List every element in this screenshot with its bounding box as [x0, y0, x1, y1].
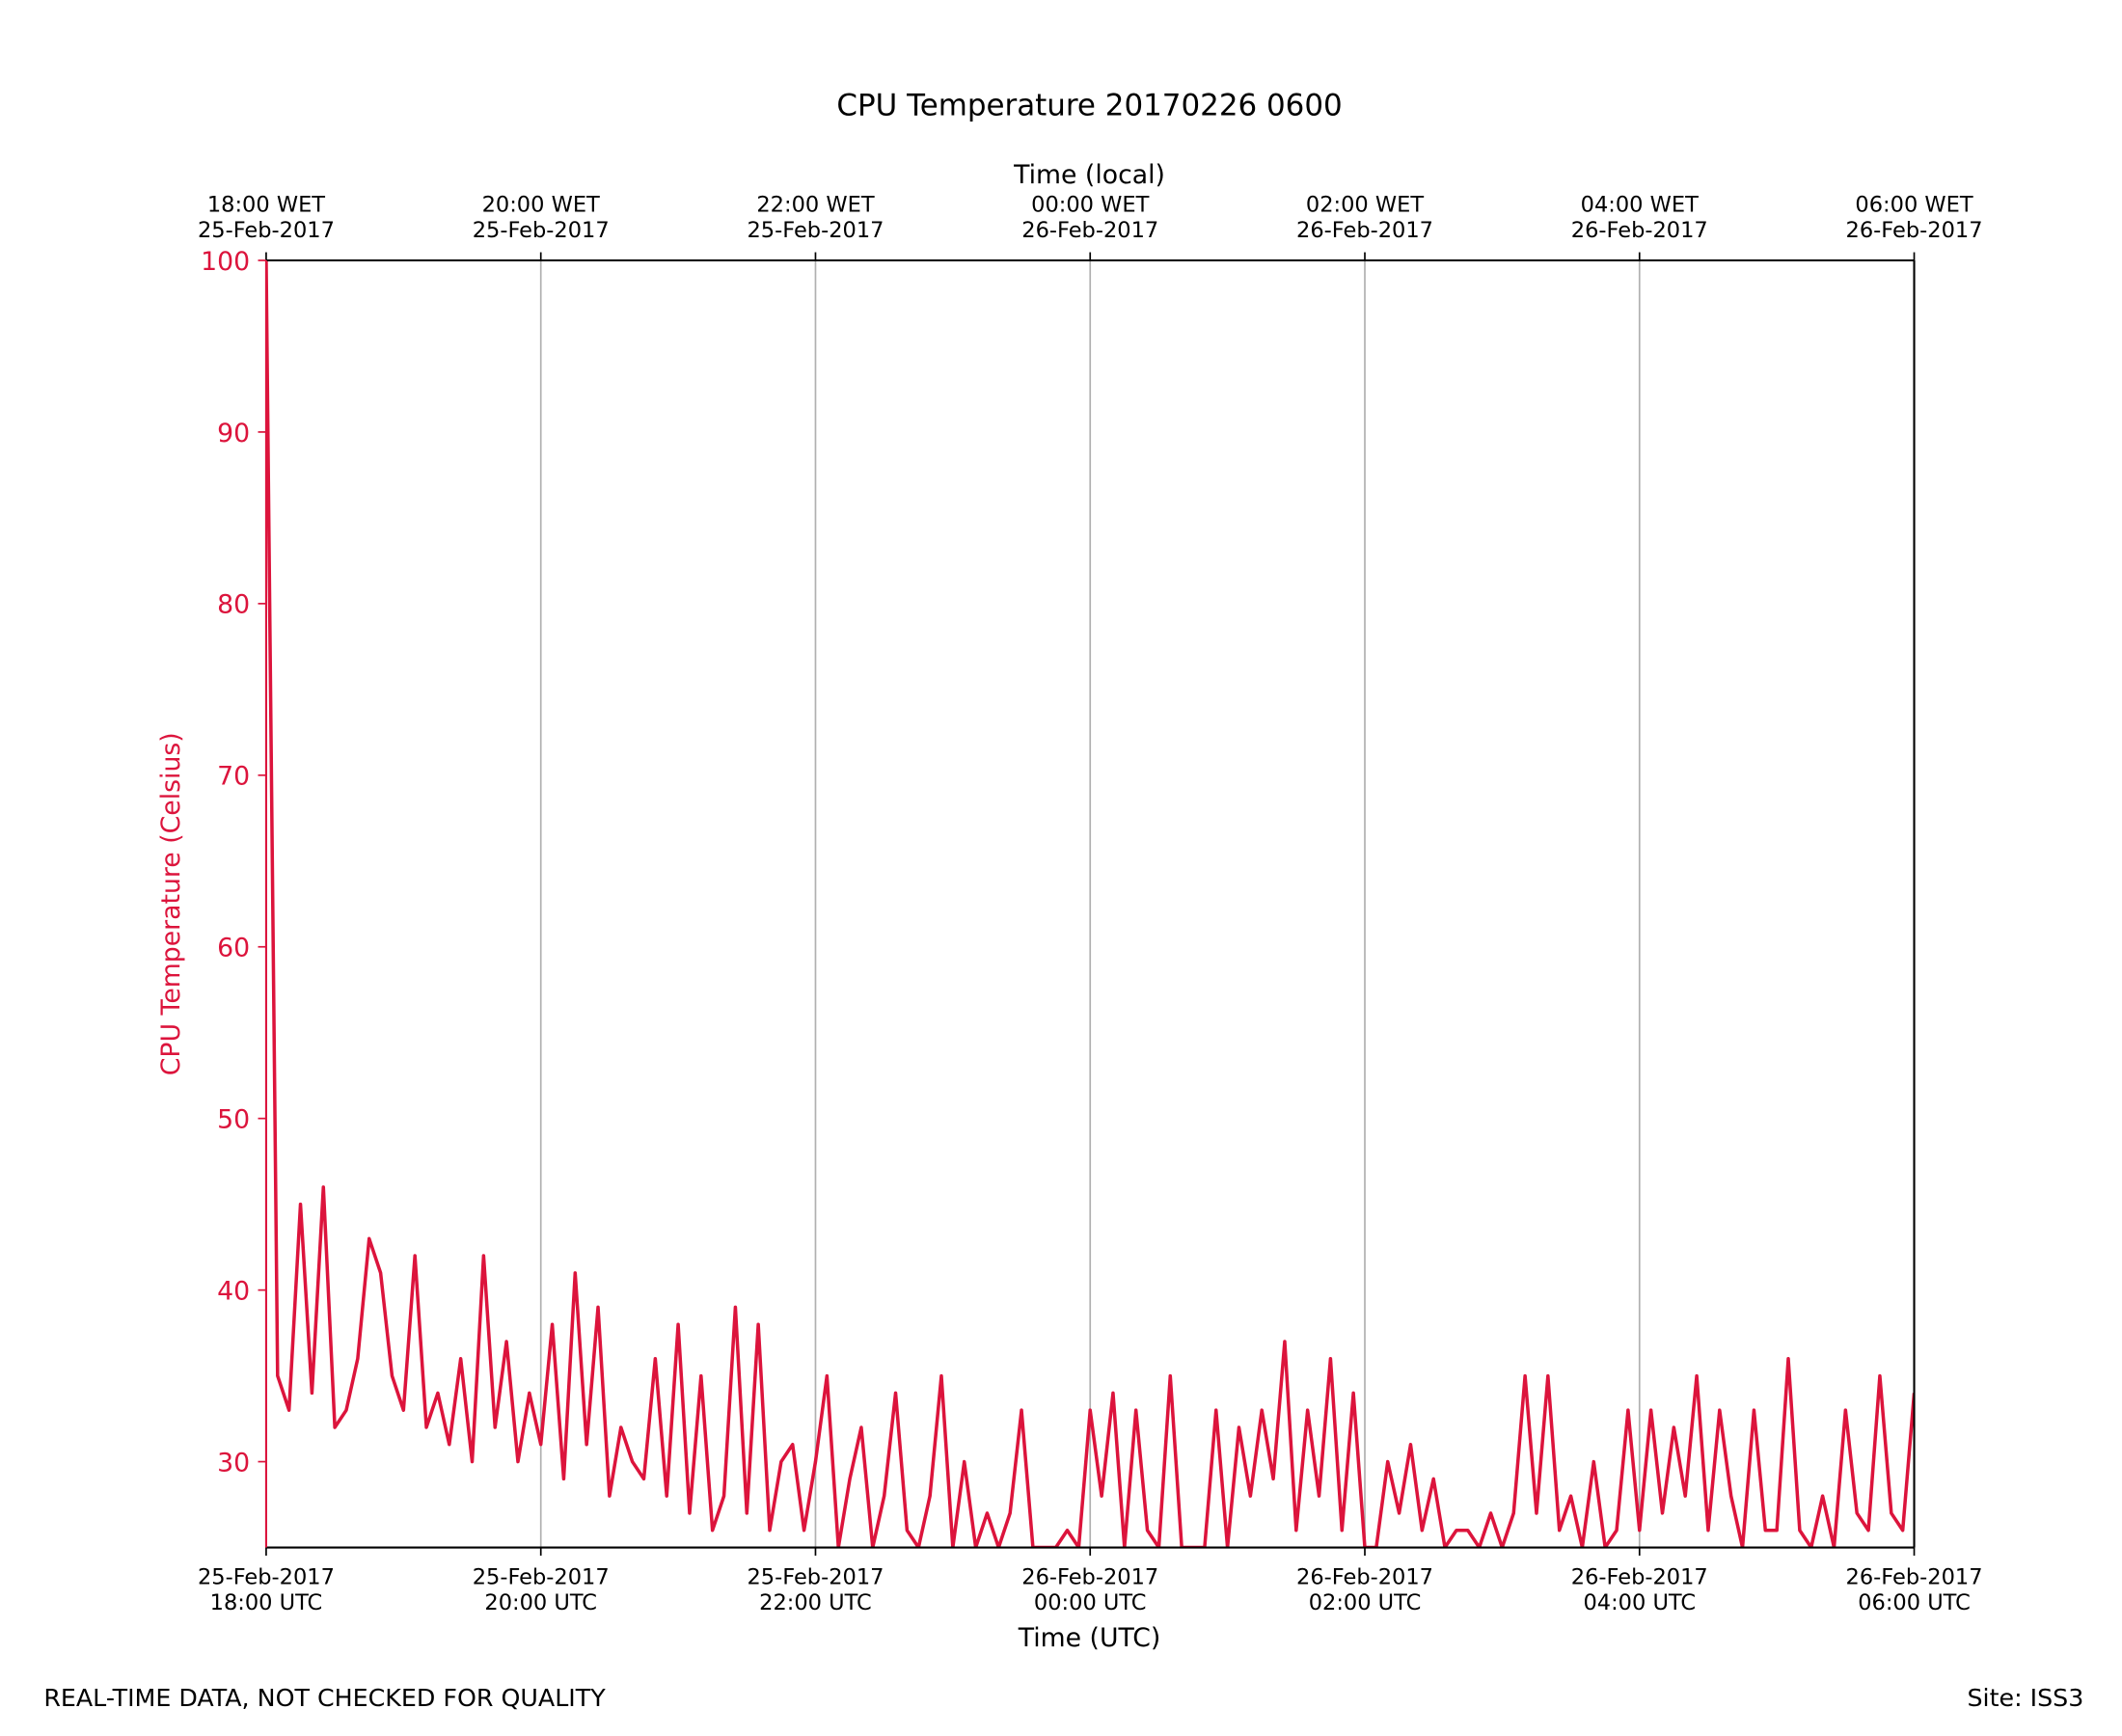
x-tick-label: 25-Feb-2017 20:00 UTC	[473, 1565, 610, 1616]
top-tick-label: 06:00 WET 26-Feb-2017	[1846, 192, 1983, 243]
x-tick-label: 25-Feb-2017 22:00 UTC	[747, 1565, 884, 1616]
x-tick-label: 26-Feb-2017 00:00 UTC	[1021, 1565, 1158, 1616]
x-tick-label: 26-Feb-2017 04:00 UTC	[1571, 1565, 1708, 1616]
y-tick-label: 30	[217, 1448, 250, 1478]
top-tick-label: 18:00 WET 25-Feb-2017	[198, 192, 335, 243]
x-tick-label: 25-Feb-2017 18:00 UTC	[198, 1565, 335, 1616]
y-tick-label: 100	[201, 247, 250, 277]
top-axis-label: Time (local)	[1013, 160, 1165, 190]
top-tick-label: 02:00 WET 26-Feb-2017	[1296, 192, 1433, 243]
y-tick-label: 70	[217, 762, 250, 792]
top-tick-label: 20:00 WET 25-Feb-2017	[473, 192, 610, 243]
chart-title: CPU Temperature 20170226 0600	[836, 89, 1342, 123]
x-tick-label: 26-Feb-2017 06:00 UTC	[1846, 1565, 1983, 1616]
x-axis-label: Time (UTC)	[1018, 1623, 1161, 1653]
top-tick-label: 22:00 WET 25-Feb-2017	[747, 192, 884, 243]
footer-right: Site: ISS3	[1968, 1684, 2084, 1712]
y-tick-label: 60	[217, 934, 250, 963]
temperature-line	[265, 260, 1915, 1548]
y-tick-label: 50	[217, 1105, 250, 1135]
footer-left: REAL-TIME DATA, NOT CHECKED FOR QUALITY	[43, 1684, 606, 1712]
top-tick-label: 04:00 WET 26-Feb-2017	[1571, 192, 1708, 243]
y-tick-label: 90	[217, 419, 250, 448]
x-tick-label: 26-Feb-2017 02:00 UTC	[1296, 1565, 1433, 1616]
y-tick-label: 80	[217, 590, 250, 620]
top-tick-label: 00:00 WET 26-Feb-2017	[1021, 192, 1158, 243]
y-axis-label: CPU Temperature (Celsius)	[156, 732, 186, 1075]
y-tick-label: 40	[217, 1276, 250, 1306]
